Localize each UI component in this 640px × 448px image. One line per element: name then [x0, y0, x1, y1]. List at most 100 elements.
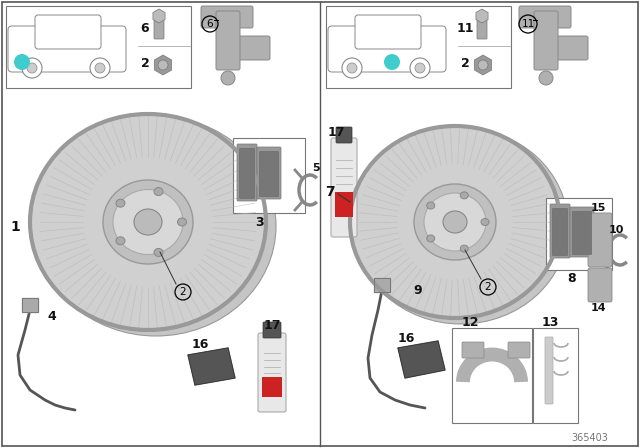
FancyBboxPatch shape — [239, 148, 255, 198]
Text: 13: 13 — [541, 315, 559, 328]
Text: 6: 6 — [141, 22, 149, 34]
Circle shape — [539, 71, 553, 85]
Text: 4: 4 — [47, 310, 56, 323]
Bar — [262, 377, 282, 397]
Text: 2: 2 — [461, 56, 469, 69]
Polygon shape — [188, 348, 235, 385]
Circle shape — [415, 63, 425, 73]
Text: 17: 17 — [327, 125, 345, 138]
Circle shape — [384, 54, 400, 70]
FancyBboxPatch shape — [573, 211, 591, 254]
FancyBboxPatch shape — [331, 138, 357, 237]
Text: 9: 9 — [413, 284, 422, 297]
Ellipse shape — [30, 114, 266, 330]
Circle shape — [342, 58, 362, 78]
Circle shape — [410, 58, 430, 78]
FancyBboxPatch shape — [8, 26, 126, 72]
Bar — [233, 138, 305, 213]
Text: 11: 11 — [522, 19, 534, 29]
Text: 15: 15 — [590, 203, 605, 213]
Ellipse shape — [154, 249, 163, 256]
FancyBboxPatch shape — [201, 6, 253, 28]
Text: 365403: 365403 — [572, 433, 609, 443]
Text: 10: 10 — [608, 225, 624, 235]
FancyBboxPatch shape — [588, 268, 612, 302]
Circle shape — [27, 63, 37, 73]
FancyBboxPatch shape — [519, 6, 571, 28]
FancyBboxPatch shape — [237, 144, 257, 201]
Ellipse shape — [414, 184, 496, 260]
Ellipse shape — [116, 237, 125, 245]
FancyBboxPatch shape — [236, 36, 270, 60]
Ellipse shape — [481, 219, 489, 225]
FancyBboxPatch shape — [550, 204, 570, 258]
Ellipse shape — [116, 199, 125, 207]
Text: 12: 12 — [461, 315, 479, 328]
Circle shape — [221, 71, 235, 85]
Ellipse shape — [177, 218, 186, 226]
Ellipse shape — [424, 193, 486, 251]
Text: 8: 8 — [568, 271, 576, 284]
Circle shape — [158, 60, 168, 70]
FancyBboxPatch shape — [534, 11, 558, 70]
Text: 2: 2 — [180, 287, 186, 297]
Ellipse shape — [154, 188, 163, 196]
Bar — [6, 6, 191, 88]
Text: 3: 3 — [256, 215, 264, 228]
FancyBboxPatch shape — [259, 151, 278, 197]
Bar — [335, 192, 353, 217]
FancyBboxPatch shape — [258, 333, 286, 412]
Text: 11: 11 — [456, 22, 474, 34]
Text: 6: 6 — [207, 19, 213, 29]
FancyBboxPatch shape — [355, 15, 421, 49]
Ellipse shape — [427, 202, 435, 209]
Polygon shape — [374, 278, 390, 292]
Circle shape — [14, 54, 30, 70]
FancyBboxPatch shape — [263, 322, 281, 338]
Ellipse shape — [427, 235, 435, 242]
FancyBboxPatch shape — [545, 337, 553, 404]
Ellipse shape — [103, 180, 193, 264]
Ellipse shape — [460, 245, 468, 252]
Polygon shape — [22, 298, 38, 312]
Text: 2: 2 — [141, 56, 149, 69]
Text: 14: 14 — [590, 303, 606, 313]
Polygon shape — [398, 341, 445, 378]
Text: 1: 1 — [10, 220, 20, 234]
Ellipse shape — [460, 192, 468, 199]
Text: 17: 17 — [263, 319, 281, 332]
FancyBboxPatch shape — [216, 11, 240, 70]
Ellipse shape — [36, 116, 276, 336]
FancyBboxPatch shape — [35, 15, 101, 49]
Bar — [533, 328, 578, 423]
FancyBboxPatch shape — [554, 36, 588, 60]
Ellipse shape — [113, 190, 183, 254]
Ellipse shape — [134, 209, 162, 235]
FancyBboxPatch shape — [462, 342, 484, 358]
FancyBboxPatch shape — [477, 15, 487, 39]
Text: 16: 16 — [191, 337, 209, 350]
FancyBboxPatch shape — [570, 207, 594, 257]
FancyBboxPatch shape — [154, 15, 164, 39]
FancyBboxPatch shape — [552, 208, 568, 255]
FancyBboxPatch shape — [336, 127, 352, 143]
FancyBboxPatch shape — [508, 342, 530, 358]
Text: 2: 2 — [484, 282, 492, 292]
Bar — [326, 6, 511, 88]
FancyBboxPatch shape — [257, 147, 281, 199]
Ellipse shape — [350, 126, 560, 318]
Bar — [546, 198, 612, 270]
Bar — [452, 328, 532, 423]
Ellipse shape — [354, 128, 568, 324]
Circle shape — [22, 58, 42, 78]
Text: 16: 16 — [397, 332, 415, 345]
Circle shape — [478, 60, 488, 70]
Ellipse shape — [443, 211, 467, 233]
Text: 5: 5 — [312, 163, 320, 173]
Circle shape — [95, 63, 105, 73]
Circle shape — [90, 58, 110, 78]
Circle shape — [347, 63, 357, 73]
Text: 7: 7 — [325, 185, 335, 199]
FancyBboxPatch shape — [588, 213, 612, 267]
FancyBboxPatch shape — [328, 26, 446, 72]
